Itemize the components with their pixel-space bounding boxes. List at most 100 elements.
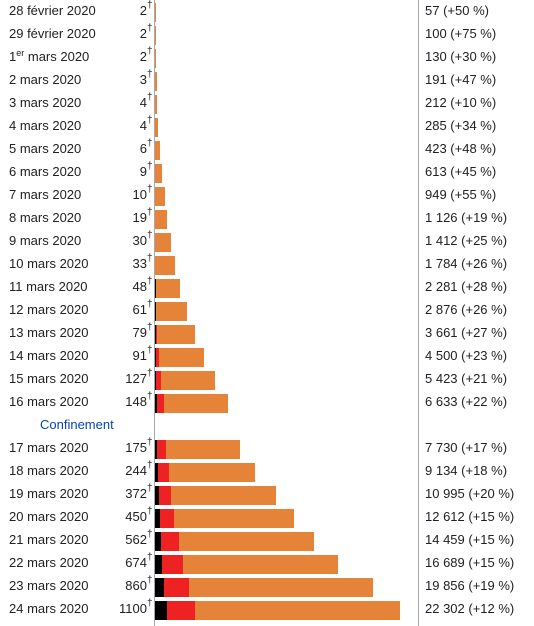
dagger-icon: † xyxy=(147,92,153,103)
bar-deaths xyxy=(155,348,156,367)
date-text: 21 mars 2020 xyxy=(9,532,89,547)
deaths-label: 2 xyxy=(139,26,147,41)
cases-label: 12 612 (+15 %) xyxy=(425,509,515,524)
date-label: 22 mars 2020 xyxy=(9,555,89,570)
table-row: 19 mars 2020 372 † 10 995 (+20 %) xyxy=(0,483,534,506)
bar-recoveries xyxy=(162,555,184,574)
cases-label: 212 (+10 %) xyxy=(425,95,497,110)
table-row: 3 mars 2020 4 † 212 (+10 %) xyxy=(0,92,534,115)
bar-active xyxy=(174,509,294,528)
bar-active xyxy=(156,325,196,344)
dagger-icon: † xyxy=(147,322,153,333)
bar-active xyxy=(155,72,158,91)
date-label: 17 mars 2020 xyxy=(9,440,89,455)
deaths-label: 19 xyxy=(132,210,147,225)
bar-recoveries xyxy=(155,325,157,344)
dagger-icon: † xyxy=(147,552,153,563)
cases-label: 130 (+30 %) xyxy=(425,49,497,64)
date-text: 8 mars 2020 xyxy=(9,210,82,225)
dagger-icon: † xyxy=(147,161,153,172)
cases-label: 10 995 (+20 %) xyxy=(425,486,515,501)
bar-deaths xyxy=(155,555,163,574)
date-text: 9 mars 2020 xyxy=(9,233,82,248)
date-text: 10 mars 2020 xyxy=(9,256,89,271)
table-row: 22 mars 2020 674 † 16 689 (+15 %) xyxy=(0,552,534,575)
dagger-icon: † xyxy=(147,115,153,126)
bar-recoveries xyxy=(155,348,160,367)
date-text-rest: mars 2020 xyxy=(24,49,90,64)
date-text: 22 mars 2020 xyxy=(9,555,89,570)
date-label: 11 mars 2020 xyxy=(9,279,88,294)
bar-recoveries xyxy=(167,601,195,620)
dagger-icon: † xyxy=(147,391,153,402)
dagger-icon: † xyxy=(147,345,153,356)
deaths-label: 244 xyxy=(125,463,147,478)
cases-label: 2 281 (+28 %) xyxy=(425,279,508,294)
table-row: 8 mars 2020 19 † 1 126 (+19 %) xyxy=(0,207,534,230)
bar-recoveries xyxy=(156,371,161,390)
deaths-label: 148 xyxy=(125,394,147,409)
date-label: 2 mars 2020 xyxy=(9,72,81,87)
cases-label: 949 (+55 %) xyxy=(425,187,497,202)
bar-deaths xyxy=(155,601,168,620)
cases-label: 4 500 (+23 %) xyxy=(425,348,508,363)
date-text: 11 mars 2020 xyxy=(9,279,88,294)
bar-active xyxy=(160,371,215,390)
table-row: 10 mars 2020 33 † 1 784 (+26 %) xyxy=(0,253,534,276)
deaths-label: 860 xyxy=(125,578,147,593)
bar-active xyxy=(155,233,171,252)
date-label: 19 mars 2020 xyxy=(9,486,89,501)
date-text: 23 mars 2020 xyxy=(9,578,89,593)
bar-active xyxy=(155,164,162,183)
dagger-icon: † xyxy=(147,483,153,494)
bar-deaths xyxy=(155,532,162,551)
cases-label: 2 876 (+26 %) xyxy=(425,302,508,317)
cases-label: 613 (+45 %) xyxy=(425,164,497,179)
date-label: 9 mars 2020 xyxy=(9,233,81,248)
bar-active xyxy=(166,440,240,459)
date-text: 1 xyxy=(9,49,17,64)
date-text: 6 mars 2020 xyxy=(9,164,82,179)
bar-deaths xyxy=(155,371,157,390)
deaths-label: 3 xyxy=(139,72,147,87)
deaths-label: 674 xyxy=(125,555,147,570)
dagger-icon: † xyxy=(147,506,153,517)
table-row: 28 février 2020 2 † 57 (+50 %) xyxy=(0,0,534,23)
date-label: 16 mars 2020 xyxy=(9,394,89,409)
table-row: 5 mars 2020 6 † 423 (+48 %) xyxy=(0,138,534,161)
bar-active xyxy=(178,532,314,551)
table-row: 12 mars 2020 61 † 2 876 (+26 %) xyxy=(0,299,534,322)
cases-label: 3 661 (+27 %) xyxy=(425,325,508,340)
bar-active xyxy=(155,49,157,68)
date-label: 21 mars 2020 xyxy=(9,532,89,547)
cases-label: 1 126 (+19 %) xyxy=(425,210,508,225)
bar-active xyxy=(155,256,175,275)
axis-line-left xyxy=(154,0,155,626)
deaths-label: 127 xyxy=(125,371,147,386)
dagger-icon: † xyxy=(147,575,153,586)
bar-active xyxy=(156,302,187,321)
cases-label: 100 (+75 %) xyxy=(425,26,497,41)
table-row: 15 mars 2020 127 † 5 423 (+21 %) xyxy=(0,368,534,391)
deaths-label: 175 xyxy=(125,440,147,455)
date-label: 29 février 2020 xyxy=(9,26,96,41)
bar-recoveries xyxy=(161,532,179,551)
date-text: 4 mars 2020 xyxy=(9,118,82,133)
deaths-label: 4 xyxy=(139,95,147,110)
date-text: 17 mars 2020 xyxy=(9,440,89,455)
bar-recoveries xyxy=(159,509,175,528)
bar-deaths xyxy=(155,440,157,459)
confinement-annotation[interactable]: Confinement xyxy=(40,417,114,432)
table-row: 7 mars 2020 10 † 949 (+55 %) xyxy=(0,184,534,207)
date-text: 28 février 2020 xyxy=(9,3,96,18)
date-label: 28 février 2020 xyxy=(9,3,96,18)
axis-line-right xyxy=(418,0,419,626)
bar-active xyxy=(155,3,156,22)
bar-active xyxy=(155,210,168,229)
date-text: 12 mars 2020 xyxy=(9,302,89,317)
cases-label: 22 302 (+12 %) xyxy=(425,601,515,616)
date-label: 23 mars 2020 xyxy=(9,578,89,593)
deaths-label: 450 xyxy=(125,509,147,524)
date-text: 3 mars 2020 xyxy=(9,95,82,110)
cases-label: 285 (+34 %) xyxy=(425,118,497,133)
